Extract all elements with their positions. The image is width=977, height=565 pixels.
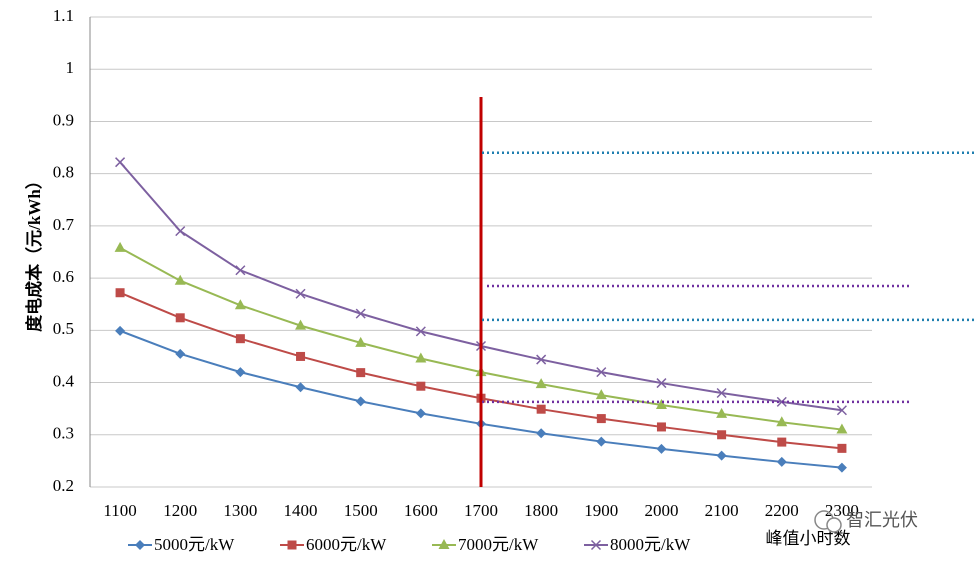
marker: [235, 265, 246, 276]
marker: [590, 539, 602, 551]
marker: [296, 351, 306, 361]
marker: [836, 462, 847, 473]
legend-item: 8000元/kW: [584, 535, 691, 554]
marker: [596, 367, 607, 378]
y-tick-label: 1.1: [53, 6, 74, 25]
marker: [536, 404, 546, 414]
marker: [776, 416, 788, 427]
legend-label: 5000元/kW: [154, 535, 235, 554]
marker: [115, 157, 126, 168]
marker: [415, 352, 427, 363]
marker: [355, 308, 366, 319]
marker: [596, 414, 606, 424]
marker: [536, 428, 547, 439]
y-tick-label: 0.4: [53, 371, 75, 390]
marker: [295, 382, 306, 393]
marker: [836, 405, 847, 416]
watermark: 智汇光伏: [846, 510, 918, 531]
marker: [114, 241, 126, 252]
marker: [355, 336, 367, 347]
x-tick-label: 1900: [584, 501, 618, 520]
y-tick-label: 1: [66, 58, 75, 77]
marker: [656, 378, 667, 389]
legend-item: 5000元/kW: [128, 535, 235, 554]
marker: [115, 325, 126, 336]
legend-label: 8000元/kW: [610, 535, 691, 554]
marker: [295, 319, 307, 330]
marker: [135, 540, 145, 550]
marker: [777, 437, 787, 447]
marker: [776, 456, 787, 467]
y-tick-label: 0.8: [53, 163, 74, 182]
marker: [717, 430, 727, 440]
marker: [295, 288, 306, 299]
y-tick-label: 0.3: [53, 424, 74, 443]
marker: [356, 368, 366, 378]
marker: [235, 334, 245, 344]
marker: [175, 226, 186, 237]
marker: [836, 423, 848, 434]
marker: [415, 326, 426, 337]
marker: [416, 381, 426, 391]
legend-label: 6000元/kW: [306, 535, 387, 554]
x-tick-label: 1500: [344, 501, 378, 520]
marker: [716, 407, 728, 418]
legend-label: 7000元/kW: [458, 535, 539, 554]
x-tick-label: 2300: [825, 501, 859, 520]
marker: [716, 450, 727, 461]
marker: [716, 387, 727, 399]
marker: [595, 389, 607, 400]
marker: [656, 443, 667, 454]
legend-item: 7000元/kW: [432, 535, 539, 554]
marker: [115, 288, 125, 298]
marker: [175, 348, 186, 359]
x-axis-label: 峰值小时数: [766, 529, 851, 548]
marker: [438, 539, 450, 549]
y-tick-label: 0.5: [53, 319, 74, 338]
y-tick-label: 0.7: [53, 215, 75, 234]
x-tick-label: 2200: [765, 501, 799, 520]
y-axis-label: 度电成本（元/kWh）: [24, 172, 44, 332]
y-tick-label: 0.9: [53, 110, 74, 129]
x-tick-label: 1600: [404, 501, 438, 520]
x-tick-label: 1300: [223, 501, 257, 520]
marker: [287, 540, 297, 550]
marker: [415, 408, 426, 419]
marker: [175, 313, 185, 323]
x-tick-label: 1400: [284, 501, 318, 520]
x-tick-label: 2100: [705, 501, 739, 520]
marker: [235, 367, 246, 378]
marker: [656, 422, 666, 432]
marker: [234, 299, 246, 310]
x-tick-label: 1100: [103, 501, 136, 520]
x-tick-label: 2000: [644, 501, 678, 520]
marker: [776, 396, 787, 407]
marker: [174, 274, 186, 285]
x-tick-label: 1200: [163, 501, 197, 520]
marker: [355, 396, 366, 407]
watermark-icon: [814, 510, 842, 533]
marker: [655, 399, 667, 410]
marker: [536, 354, 547, 365]
x-tick-label: 1700: [464, 501, 498, 520]
marker: [837, 443, 847, 453]
y-tick-label: 0.2: [53, 476, 74, 495]
x-tick-label: 1800: [524, 501, 558, 520]
marker: [535, 378, 547, 389]
marker: [596, 436, 607, 447]
legend-item: 6000元/kW: [280, 535, 387, 554]
y-tick-label: 0.6: [53, 267, 74, 286]
